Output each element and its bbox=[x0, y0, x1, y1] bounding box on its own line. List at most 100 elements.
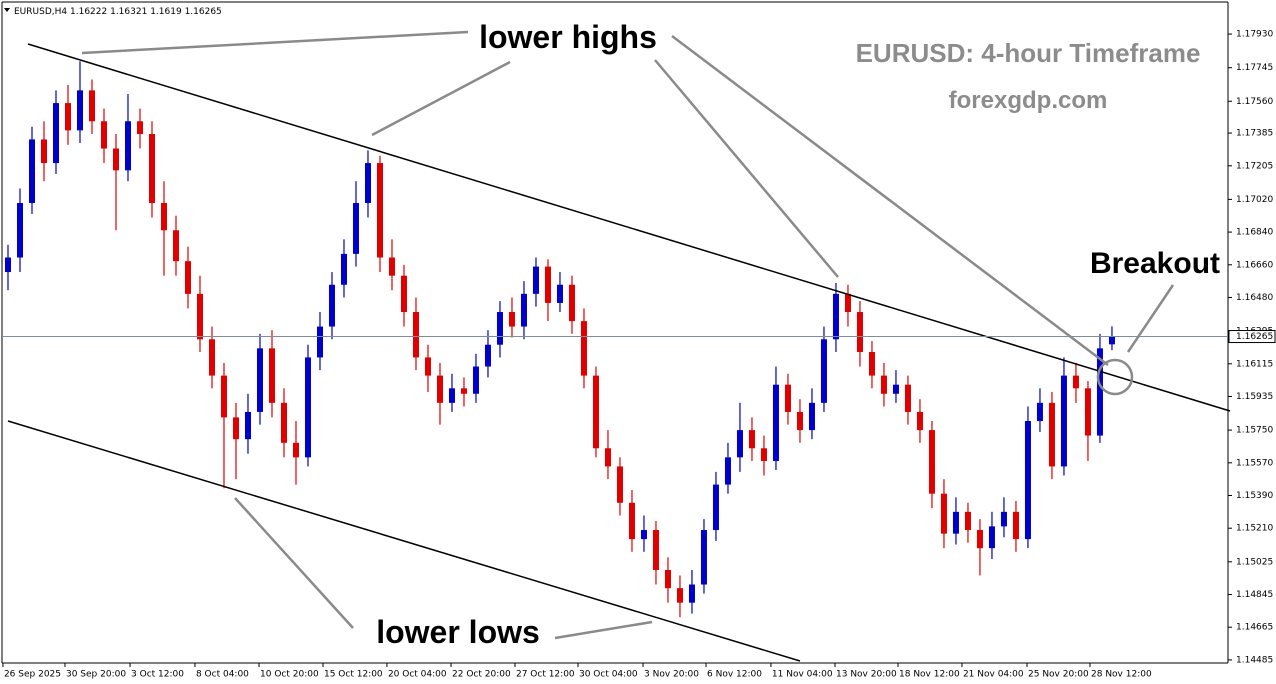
candle-body bbox=[244, 411, 251, 440]
candle-body bbox=[1048, 402, 1055, 467]
candle-body bbox=[688, 584, 695, 603]
candle-body bbox=[220, 375, 227, 418]
candle-body bbox=[532, 266, 539, 294]
candle-body bbox=[316, 326, 323, 358]
x-tick-label: 18 Nov 12:00 bbox=[899, 670, 960, 680]
x-tick-label: 30 Oct 04:00 bbox=[579, 670, 638, 680]
candle-body bbox=[16, 203, 23, 258]
chart-header: EURUSD,H4 1.16222 1.16321 1.1619 1.16265 bbox=[14, 7, 222, 17]
x-tick-label: 22 Oct 20:00 bbox=[452, 670, 511, 680]
pointer bbox=[554, 620, 653, 640]
y-tick-label: 1.15570 bbox=[1236, 458, 1273, 468]
candle-body bbox=[592, 375, 599, 449]
candle-body bbox=[508, 312, 515, 327]
candle-body bbox=[700, 530, 707, 585]
header-high: 1.16321 bbox=[110, 7, 147, 17]
candle-body bbox=[448, 388, 455, 403]
annotation: Breakout bbox=[1090, 247, 1220, 280]
x-tick-label: 15 Oct 12:00 bbox=[324, 670, 383, 680]
lower-trendline bbox=[7, 420, 801, 662]
candle-body bbox=[832, 293, 839, 340]
candle-body bbox=[760, 448, 767, 461]
x-tick-label: 26 Sep 2025 bbox=[4, 670, 61, 680]
candle-body bbox=[436, 375, 443, 403]
y-tick-label: 1.17020 bbox=[1236, 195, 1273, 205]
breakout-circle bbox=[1096, 358, 1134, 396]
candle-body bbox=[412, 312, 419, 358]
candle-body bbox=[1012, 511, 1019, 540]
candle-body bbox=[712, 484, 719, 531]
candle-body bbox=[1072, 375, 1079, 389]
x-tick-label: 10 Oct 20:00 bbox=[260, 670, 319, 680]
candle-body bbox=[232, 417, 239, 440]
pointer bbox=[671, 35, 1109, 366]
y-tick-label: 1.17560 bbox=[1236, 97, 1273, 107]
x-tick-label: 3 Nov 20:00 bbox=[644, 670, 699, 680]
candle-body bbox=[88, 90, 95, 122]
candle-body bbox=[808, 402, 815, 431]
candle-body bbox=[124, 121, 131, 171]
candle-body bbox=[796, 411, 803, 431]
y-tick-label: 1.17205 bbox=[1236, 161, 1273, 171]
candle-body bbox=[844, 293, 851, 313]
candle-body bbox=[880, 375, 887, 394]
candle-body bbox=[928, 430, 935, 494]
candle-body bbox=[640, 530, 647, 540]
candle-body bbox=[1036, 402, 1043, 422]
candle-body bbox=[496, 312, 503, 345]
candle-body bbox=[424, 357, 431, 376]
current-price-box bbox=[1228, 330, 1276, 344]
candle-body bbox=[160, 203, 167, 231]
y-tick-label: 1.15750 bbox=[1236, 426, 1273, 436]
y-tick-label: 1.16840 bbox=[1236, 228, 1273, 238]
chart-subtitle: forexgdp.com bbox=[949, 87, 1108, 114]
y-tick-label: 1.14845 bbox=[1236, 590, 1273, 600]
y-tick-label: 1.15025 bbox=[1236, 557, 1273, 567]
candle-body bbox=[988, 526, 995, 549]
candle-body bbox=[916, 411, 923, 431]
candle-body bbox=[904, 384, 911, 412]
candle-body bbox=[940, 493, 947, 534]
candle-body bbox=[100, 121, 107, 149]
candle-body bbox=[976, 530, 983, 549]
candle-body bbox=[376, 163, 383, 258]
pointer bbox=[1126, 284, 1175, 353]
header-arrow bbox=[4, 8, 10, 12]
candle-body bbox=[364, 163, 371, 204]
y-tick-label: 1.15210 bbox=[1236, 524, 1273, 534]
candle-body bbox=[736, 430, 743, 458]
candle-body bbox=[208, 339, 215, 376]
candle-body bbox=[1084, 388, 1091, 436]
candles bbox=[4, 61, 1115, 618]
candle-body bbox=[472, 366, 479, 394]
candle-body bbox=[556, 284, 563, 303]
candle-body bbox=[748, 430, 755, 449]
x-tick-label: 3 Oct 12:00 bbox=[131, 670, 184, 680]
x-tick-label: 6 Nov 12:00 bbox=[707, 670, 762, 680]
candle-body bbox=[1000, 511, 1007, 527]
x-tick-label: 21 Nov 04:00 bbox=[963, 670, 1024, 680]
y-tick-label: 1.16660 bbox=[1236, 260, 1273, 270]
candle-body bbox=[400, 275, 407, 313]
candle-body bbox=[676, 588, 683, 603]
candle-body bbox=[724, 457, 731, 485]
candle-body bbox=[268, 348, 275, 403]
y-tick-label: 1.14485 bbox=[1236, 655, 1273, 665]
candle-body bbox=[280, 402, 287, 443]
candle-body bbox=[256, 348, 263, 412]
candle-body bbox=[484, 344, 491, 367]
candle-body bbox=[340, 253, 347, 285]
x-tick-label: 27 Oct 12:00 bbox=[516, 670, 575, 680]
y-tick-label: 1.16480 bbox=[1236, 293, 1273, 303]
x-tick-label: 28 Nov 12:00 bbox=[1091, 670, 1152, 680]
candle-body bbox=[328, 284, 335, 327]
pointer bbox=[234, 497, 354, 629]
candle-body bbox=[544, 266, 551, 303]
candle-body bbox=[568, 284, 575, 322]
candle-body bbox=[76, 90, 83, 131]
candle-body bbox=[172, 230, 179, 262]
candle-body bbox=[148, 133, 155, 204]
candle-body bbox=[580, 321, 587, 376]
candle-body bbox=[4, 257, 11, 273]
candle-body bbox=[520, 293, 527, 327]
